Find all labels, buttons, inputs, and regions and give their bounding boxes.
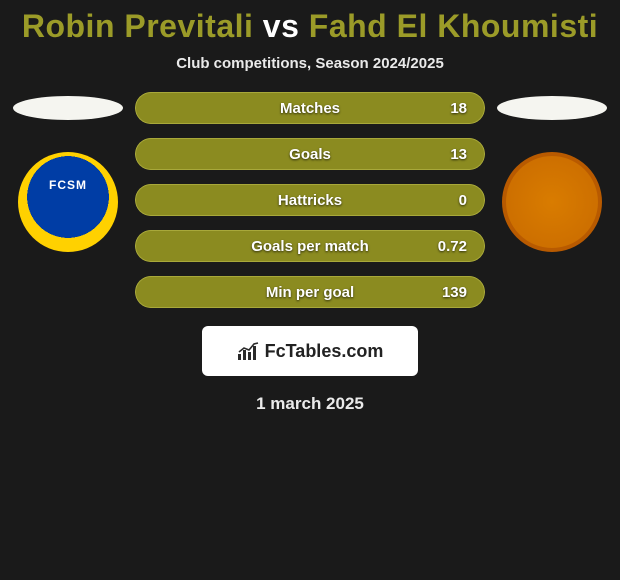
left-crest-abbr: FCSM: [49, 178, 87, 192]
stat-label: Goals per match: [251, 238, 369, 255]
left-crest: FCSM: [18, 152, 118, 252]
player2-name: Fahd El Khoumisti: [309, 8, 598, 44]
stat-value: 18: [450, 100, 467, 117]
right-side: [497, 96, 607, 252]
stat-row: .Min per goal139: [135, 276, 485, 308]
stat-value: 0.72: [438, 238, 467, 255]
stat-label: Matches: [280, 100, 340, 117]
right-crest: [502, 152, 602, 252]
subtitle: Club competitions, Season 2024/2025: [0, 55, 620, 72]
brand-box: FcTables.com: [202, 326, 418, 376]
stat-label: Min per goal: [266, 284, 354, 301]
stat-value: 139: [442, 284, 467, 301]
right-ellipse: [497, 96, 607, 120]
stat-label: Goals: [289, 146, 331, 163]
stat-row: .Goals per match0.72: [135, 230, 485, 262]
stat-label: Hattricks: [278, 192, 342, 209]
left-side: FCSM: [13, 96, 123, 252]
content-area: FCSM .Matches18.Goals13.Hattricks0.Goals…: [0, 96, 620, 308]
stat-row: .Matches18: [135, 92, 485, 124]
left-ellipse: [13, 96, 123, 120]
date-text: 1 march 2025: [0, 394, 620, 414]
brand-chart-icon: [237, 342, 261, 360]
comparison-title: Robin Previtali vs Fahd El Khoumisti: [0, 0, 620, 45]
stat-value: 0: [459, 192, 467, 209]
stat-value: 13: [450, 146, 467, 163]
stat-row: .Hattricks0: [135, 184, 485, 216]
player1-name: Robin Previtali: [22, 8, 254, 44]
stats-column: .Matches18.Goals13.Hattricks0.Goals per …: [135, 92, 485, 308]
stat-row: .Goals13: [135, 138, 485, 170]
vs-text: vs: [263, 8, 300, 44]
brand-text: FcTables.com: [265, 341, 384, 362]
